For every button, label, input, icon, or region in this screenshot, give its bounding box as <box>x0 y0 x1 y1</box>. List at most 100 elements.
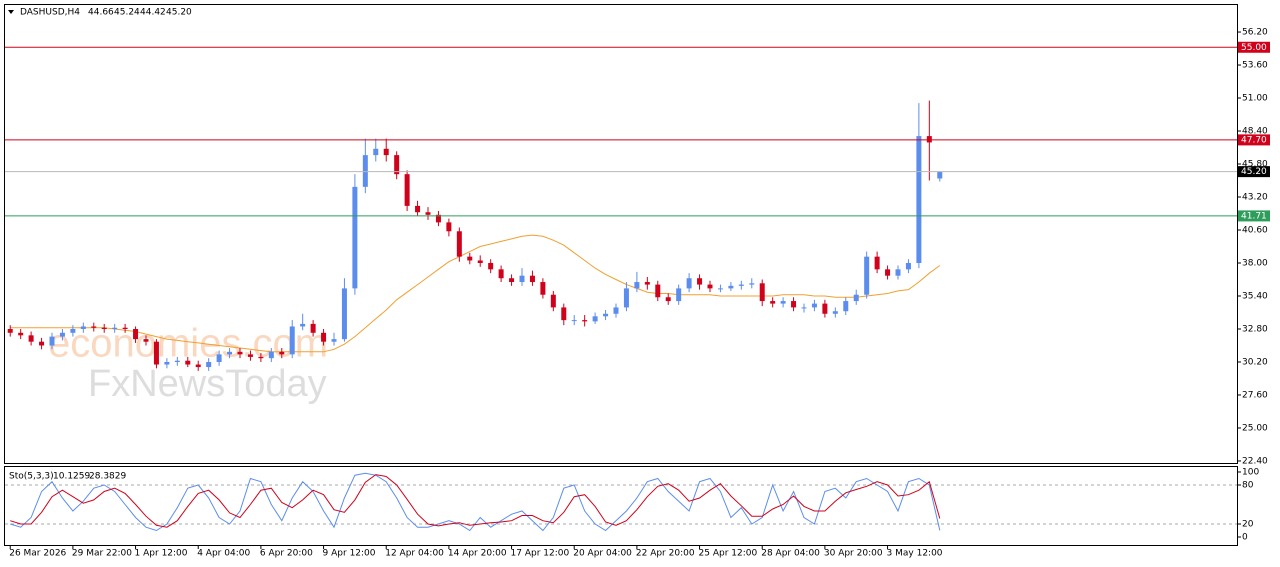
candle-body <box>937 171 943 179</box>
y-tick-label: 45.80 <box>1242 160 1268 170</box>
candle-body <box>91 326 97 328</box>
candle-body <box>498 269 504 279</box>
y-tick-label: 51.00 <box>1242 94 1268 104</box>
level-label: 45.20 <box>1241 167 1267 177</box>
oscillator-panel <box>4 466 1238 546</box>
candle-body <box>456 231 462 257</box>
candle-body <box>592 316 598 322</box>
candle-body <box>279 351 285 355</box>
candle-body <box>791 301 797 308</box>
candle-body <box>446 222 452 232</box>
y-tick-label: 38.00 <box>1242 258 1268 268</box>
x-tick-label: 3 May 12:00 <box>887 549 943 559</box>
candle-body <box>864 256 870 295</box>
oscillator-line <box>10 474 941 528</box>
candle-body <box>613 307 619 314</box>
candle-body <box>885 269 891 276</box>
x-tick-label: 4 Apr 04:00 <box>197 549 250 559</box>
candle-body <box>509 278 515 283</box>
level-label-box <box>1238 134 1270 146</box>
candle-body <box>926 136 932 143</box>
y-tick-label: 27.60 <box>1242 390 1268 400</box>
candle-body <box>665 297 671 302</box>
oscillator-value: 28.3829 <box>89 472 126 482</box>
main-panel <box>4 4 1238 464</box>
candle-body <box>477 260 483 263</box>
level-label: 55.00 <box>1241 43 1267 53</box>
candle-body <box>80 326 86 329</box>
candle-body <box>122 327 128 329</box>
candle-body <box>561 307 567 321</box>
candle-body <box>7 328 13 333</box>
x-tick-label: 14 Apr 20:00 <box>448 549 507 559</box>
candle-body <box>728 285 734 289</box>
candle-body <box>206 361 212 368</box>
candle-body <box>843 301 849 312</box>
candle-body <box>529 275 535 283</box>
candle-body <box>185 360 191 365</box>
candle-body <box>738 284 744 286</box>
candle-body <box>634 282 640 289</box>
candle-body <box>780 301 786 304</box>
candle-body <box>582 320 588 322</box>
candle-body <box>341 288 347 340</box>
candle-body <box>488 262 494 270</box>
candle-body <box>550 294 556 308</box>
x-tick-label: 6 Apr 20:00 <box>260 549 313 559</box>
candle-body <box>362 155 368 187</box>
candle-body <box>571 320 577 322</box>
candle-body <box>832 311 838 314</box>
candle-body <box>174 360 180 362</box>
y-tick-label: 20 <box>1242 519 1254 529</box>
oscillator-value: 10.1259 <box>53 472 90 482</box>
candle-body <box>258 356 264 359</box>
y-tick-label: 35.40 <box>1242 291 1268 301</box>
x-tick-label: 28 Apr 04:00 <box>761 549 820 559</box>
level-label-box <box>1238 41 1270 53</box>
candle-body <box>268 351 274 359</box>
candle-body <box>655 284 661 298</box>
oscillator-line <box>10 472 941 532</box>
y-tick-label: 100 <box>1242 467 1259 477</box>
menu-arrow <box>8 10 14 14</box>
candle-body <box>759 283 765 302</box>
candle-body <box>540 282 546 295</box>
y-tick-label: 56.20 <box>1242 28 1268 38</box>
candle-body <box>435 214 441 223</box>
candle-body <box>623 288 629 308</box>
x-tick-label: 12 Apr 04:00 <box>385 549 444 559</box>
candle-body <box>59 332 65 337</box>
candle-body <box>153 341 159 365</box>
candle-body <box>227 351 233 355</box>
candle-body <box>467 256 473 261</box>
candle-body <box>853 294 859 302</box>
candle-body <box>49 336 55 346</box>
y-tick-label: 32.80 <box>1242 324 1268 334</box>
level-label: 47.70 <box>1241 135 1267 145</box>
candle-body <box>916 136 922 263</box>
candle-body <box>101 327 107 329</box>
watermark: FxNewsToday <box>88 363 327 405</box>
y-tick-label: 40.60 <box>1242 226 1268 236</box>
candle-body <box>394 155 400 175</box>
candle-body <box>247 354 253 357</box>
candle-body <box>404 174 410 206</box>
x-tick-label: 29 Mar 22:00 <box>72 549 132 559</box>
quote-value: 45.20 <box>166 8 192 18</box>
y-tick-label: 30.20 <box>1242 357 1268 367</box>
quote-value: 44.66 <box>88 8 114 18</box>
level-label-box <box>1238 166 1270 178</box>
candle-body <box>415 205 421 213</box>
y-tick-label: 80 <box>1242 480 1254 490</box>
candle-body <box>749 283 755 285</box>
candle-body <box>112 327 118 329</box>
y-tick-label: 48.40 <box>1242 127 1268 137</box>
candle-body <box>373 148 379 156</box>
candle-body <box>39 341 45 346</box>
candle-body <box>770 301 776 304</box>
y-tick-label: 22.40 <box>1242 456 1268 466</box>
quote-value: 45.24 <box>114 8 140 18</box>
candle-body <box>28 335 34 342</box>
y-tick-label: 53.60 <box>1242 61 1268 71</box>
